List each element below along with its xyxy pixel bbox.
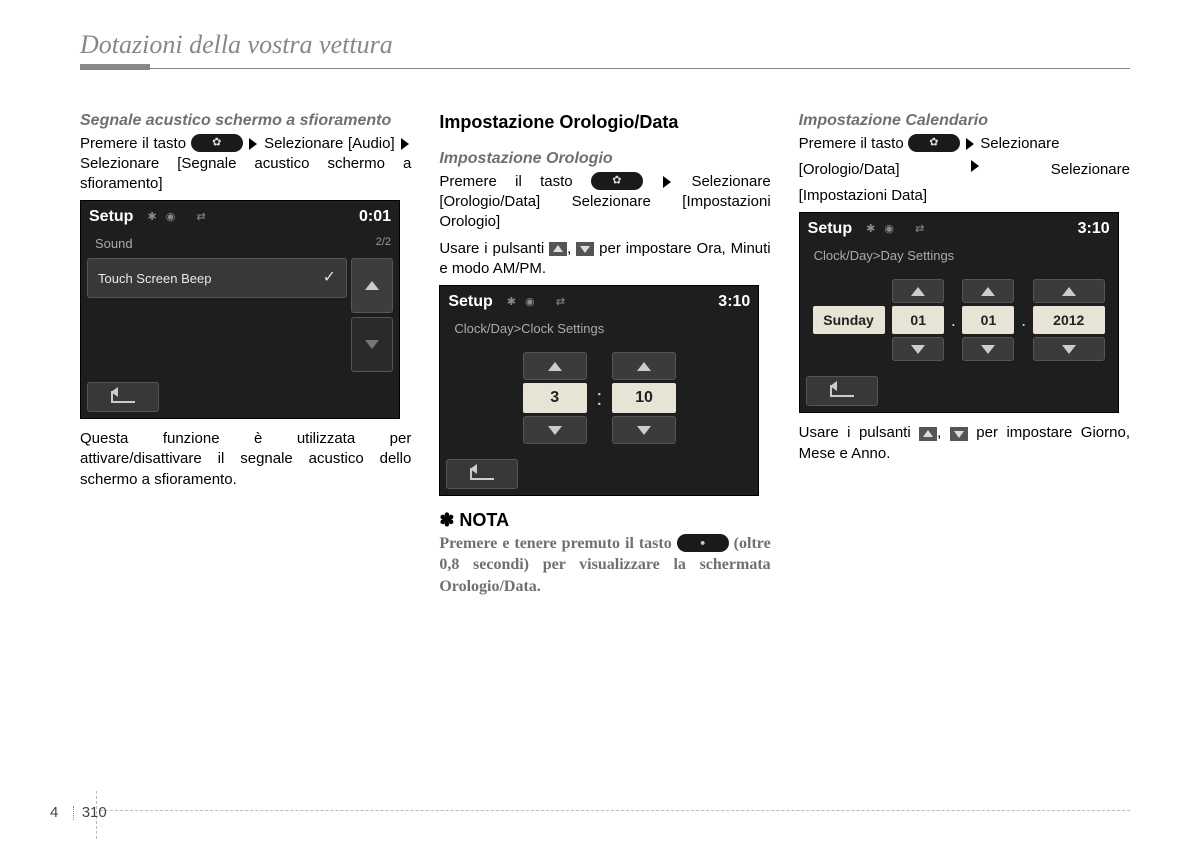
chevron-right-icon — [663, 176, 671, 188]
text: Selezionare — [1051, 160, 1130, 180]
dot: . — [1021, 308, 1026, 332]
day-down-button[interactable] — [892, 337, 944, 361]
page-header-title: Dotazioni della vostra vettura — [80, 30, 1130, 60]
status-icons: ✱ ◉ ⇄ — [507, 295, 719, 310]
weekday-value: Sunday — [813, 306, 885, 334]
screen-time: 0:01 — [359, 206, 391, 228]
minute-down-button[interactable] — [612, 416, 676, 444]
text: [Orologio/Data] Selezionare [Impostazion… — [439, 193, 770, 230]
screen-title: Setup — [808, 218, 852, 240]
day-value: 01 — [892, 306, 944, 334]
text: Usare i pulsanti — [799, 424, 911, 441]
column-1: Segnale acustico schermo a sfioramento P… — [80, 110, 411, 597]
list-item-label: Touch Screen Beep — [98, 270, 211, 288]
chevron-right-icon — [971, 160, 979, 172]
text: Premere il tasto — [799, 135, 904, 152]
arrow-down-icon — [950, 427, 968, 441]
arrow-up-icon — [919, 427, 937, 441]
col1-description: Questa funzione è utilizzata per attivar… — [80, 429, 411, 490]
text: Premere il tasto — [439, 173, 572, 190]
col2-heading: Impostazione Orologio/Data — [439, 110, 770, 134]
year-value: 2012 — [1033, 306, 1105, 334]
arrow-down-icon — [576, 242, 594, 256]
chevron-right-icon — [401, 138, 409, 150]
scroll-up-button[interactable] — [351, 258, 393, 313]
section-number: 4 — [50, 804, 58, 821]
col3-instr: Premere il tasto Selezionare — [799, 134, 1130, 154]
month-down-button[interactable] — [962, 337, 1014, 361]
screen-subtitle: Clock/Day>Clock Settings — [440, 316, 758, 344]
month-value: 01 — [962, 306, 1014, 334]
text: Selezionare — [691, 173, 770, 190]
gear-icon — [191, 134, 243, 152]
column-2: Impostazione Orologio/Data Impostazione … — [439, 110, 770, 597]
day-up-button[interactable] — [892, 279, 944, 303]
clock-icon — [677, 534, 729, 552]
back-button[interactable] — [446, 459, 518, 489]
hour-down-button[interactable] — [523, 416, 587, 444]
page-footer: 4 310 — [50, 804, 107, 821]
back-button[interactable] — [806, 376, 878, 406]
text: Usare i pulsanti — [439, 240, 544, 257]
status-icons: ✱ ◉ ⇄ — [866, 222, 1078, 237]
minute-up-button[interactable] — [612, 352, 676, 380]
hour-up-button[interactable] — [523, 352, 587, 380]
screen-subtitle: Clock/Day>Day Settings — [800, 243, 1118, 271]
footer-dotted-line — [100, 810, 1130, 811]
month-up-button[interactable] — [962, 279, 1014, 303]
text: [Orologio/Data] — [799, 160, 900, 180]
text: Sound — [95, 236, 133, 251]
col3-instr-2: [Orologio/Data] Selezionare — [799, 160, 1130, 180]
col2-instr: Premere il tasto Selezionare [Orologio/D… — [439, 172, 770, 233]
screen-title: Setup — [448, 291, 492, 313]
header-rule — [80, 64, 1130, 70]
text: [Audio] — [348, 135, 395, 152]
col1-instr: Premere il tasto Selezionare [Audio] Sel… — [80, 134, 411, 195]
text: Selezionare — [980, 135, 1059, 152]
page-number: 310 — [82, 804, 107, 821]
screen-subtitle: Sound 2/2 — [81, 231, 399, 259]
col3-footer-text: Usare i pulsanti , per impostare Giorno,… — [799, 423, 1130, 464]
col2-subheading: Impostazione Orologio — [439, 148, 770, 170]
year-down-button[interactable] — [1033, 337, 1105, 361]
colon: : — [596, 383, 602, 413]
screenshot-day: Setup ✱ ◉ ⇄ 3:10 Clock/Day>Day Settings … — [799, 212, 1119, 413]
screen-time: 3:10 — [718, 291, 750, 313]
text: Selezionare — [264, 135, 343, 152]
nota-text: Premere e tenere premuto il tasto (oltre… — [439, 533, 770, 598]
chevron-right-icon — [249, 138, 257, 150]
col3-subheading: Impostazione Calendario — [799, 110, 1130, 132]
screenshot-sound: Setup ✱ ◉ ⇄ 0:01 Sound 2/2 Touch Screen … — [80, 200, 400, 419]
status-icons: ✱ ◉ ⇄ — [147, 210, 359, 225]
pager: 2/2 — [376, 235, 391, 250]
content-columns: Segnale acustico schermo a sfioramento P… — [80, 110, 1130, 597]
check-icon: ✓ — [323, 267, 336, 289]
screen-time: 3:10 — [1078, 218, 1110, 240]
minute-value: 10 — [612, 383, 676, 413]
gear-icon — [908, 134, 960, 152]
hour-value: 3 — [523, 383, 587, 413]
nota-heading: ✽ NOTA — [439, 508, 770, 532]
list-item-touch-beep[interactable]: Touch Screen Beep ✓ — [87, 258, 347, 298]
column-3: Impostazione Calendario Premere il tasto… — [799, 110, 1130, 597]
dot: . — [951, 308, 956, 332]
scroll-down-button[interactable] — [351, 317, 393, 372]
arrow-up-icon — [549, 242, 567, 256]
col3-instr-3: [Impostazioni Data] — [799, 186, 1130, 206]
col2-instr2: Usare i pulsanti , per impostare Ora, Mi… — [439, 239, 770, 280]
year-up-button[interactable] — [1033, 279, 1105, 303]
screen-title: Setup — [89, 206, 133, 228]
gear-icon — [591, 172, 643, 190]
chevron-right-icon — [966, 138, 974, 150]
screenshot-clock: Setup ✱ ◉ ⇄ 3:10 Clock/Day>Clock Setting… — [439, 285, 759, 496]
back-button[interactable] — [87, 382, 159, 412]
text: Premere il tasto — [80, 135, 186, 152]
col1-subheading: Segnale acustico schermo a sfioramento — [80, 110, 411, 132]
text: Selezionare [Segnale acustico schermo a … — [80, 155, 411, 192]
text: Premere e tenere premuto il tasto — [439, 535, 671, 552]
